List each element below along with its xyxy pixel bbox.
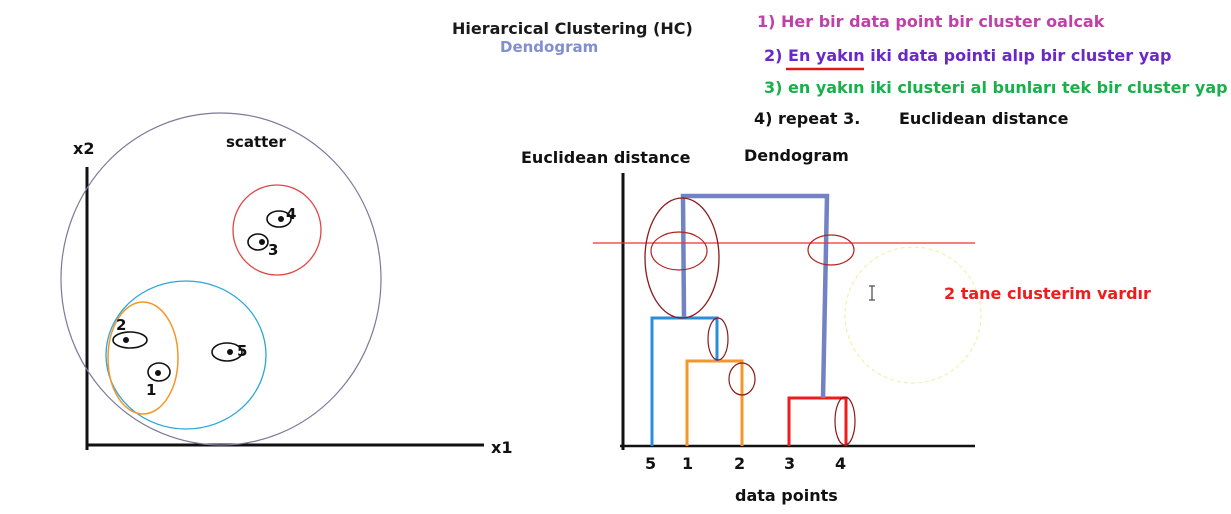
- dendrogram-y-axis-label: Euclidean distance: [521, 148, 691, 167]
- link-1-2: [685, 359, 744, 446]
- point-label-2: 2: [116, 316, 127, 334]
- link-3-4: [787, 396, 848, 446]
- scatter-x-axis-label: x1: [491, 438, 513, 457]
- leaf-label-5: 5: [645, 454, 657, 473]
- leaf-label-3: 3: [784, 454, 796, 473]
- step-3: 3) en yakın iki clusteri al bunları tek …: [764, 78, 1228, 97]
- point-label-1: 1: [146, 381, 157, 399]
- scatter-point-4: [266, 210, 292, 228]
- leaf-label-4: 4: [835, 454, 847, 473]
- step-4: 4) repeat 3.: [754, 109, 861, 128]
- highlight-ring-red-link: [834, 396, 856, 446]
- page-title: Hierarcical Clustering (HC): [452, 19, 693, 38]
- highlight-ring-orange-link: [728, 362, 756, 396]
- step-2: 2) En yakın iki data pointi alıp bir clu…: [764, 46, 1172, 65]
- point-label-3: 3: [268, 241, 279, 259]
- highlight-ring-cut-left: [650, 231, 708, 271]
- step-4-note: Euclidean distance: [899, 109, 1069, 128]
- text-cursor-icon: [869, 285, 875, 301]
- cluster-1-2-ellipse: [107, 301, 179, 415]
- all-points-cluster-circle: [60, 112, 382, 446]
- dendrogram-title: Dendogram: [744, 146, 849, 165]
- highlight-ring-cut-right: [807, 234, 855, 266]
- leaf-label-2: 2: [734, 454, 746, 473]
- scatter-point-1: [147, 362, 171, 382]
- cursor-halo: [844, 246, 982, 384]
- highlight-ring-blue-link: [707, 317, 729, 361]
- cluster-1-2-5-circle: [105, 280, 267, 430]
- leaf-label-1: 1: [682, 454, 694, 473]
- step-1: 1) Her bir data point bir cluster oalcak: [757, 12, 1105, 31]
- dendrogram: [593, 173, 982, 450]
- highlight-ring-large: [644, 197, 720, 319]
- scatter-point-3: [247, 233, 269, 251]
- point-label-5: 5: [237, 342, 248, 360]
- cluster-3-4-circle: [232, 184, 322, 276]
- scatter-label: scatter: [226, 133, 286, 151]
- dendrogram-x-axis-label: data points: [735, 486, 838, 505]
- page-subtitle: Dendogram: [500, 38, 599, 56]
- scatter-y-axis-label: x2: [73, 139, 95, 158]
- cluster-count-note: 2 tane clusterim vardır: [944, 284, 1151, 303]
- scatter-plot: [60, 112, 484, 450]
- link-top: [680, 193, 830, 399]
- scatter-point-2: [112, 331, 148, 349]
- point-label-4: 4: [286, 205, 297, 223]
- scatter-point-5: [211, 342, 243, 362]
- link-5-12: [650, 316, 719, 446]
